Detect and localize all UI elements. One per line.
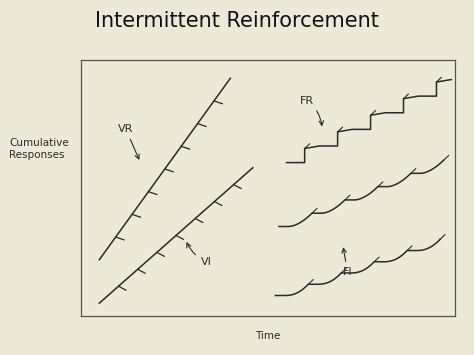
Text: Time: Time [255, 331, 281, 341]
Text: Intermittent Reinforcement: Intermittent Reinforcement [95, 11, 379, 31]
Text: Cumulative
Responses: Cumulative Responses [9, 138, 69, 160]
Text: VR: VR [118, 124, 139, 159]
Text: VI: VI [187, 243, 211, 267]
Text: FR: FR [300, 96, 324, 125]
Text: FI: FI [342, 248, 352, 277]
